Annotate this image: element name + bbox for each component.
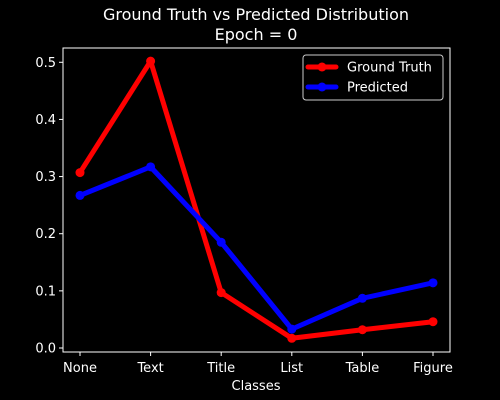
series-line-predicted [77,164,436,332]
x-axis-label: Classes [232,379,281,394]
legend-label-ground-truth: Ground Truth [347,61,432,76]
data-point-ground-truth [357,325,367,335]
y-tick-label: 0.0 [35,342,56,357]
y-tick-label: 0.2 [35,227,56,242]
x-tick-label: None [63,361,97,376]
x-tick-label: Figure [413,361,453,376]
x-tick-label: List [280,361,303,376]
series-layer [75,56,438,343]
data-point-predicted [146,162,156,172]
chart-title: Ground Truth vs Predicted Distribution [103,5,409,24]
x-axis-ticks: None Text Title List Table Figure [63,352,453,376]
data-point-predicted [216,237,226,247]
data-point-predicted [357,293,367,303]
data-point-predicted [287,324,297,334]
y-tick-label: 0.4 [35,113,56,128]
y-tick-label: 0.3 [35,170,56,185]
legend: Ground Truth Predicted [302,54,444,101]
series-line-ground-truth [77,58,436,341]
data-point-ground-truth [287,333,297,343]
data-point-ground-truth [75,168,85,178]
data-point-predicted [428,278,438,288]
x-tick-label: Table [345,361,380,376]
x-tick-label: Text [136,361,163,376]
data-point-ground-truth [216,288,226,298]
legend-marker-ground-truth [317,62,327,72]
data-point-predicted [75,190,85,200]
plot-frame [62,47,451,353]
data-point-ground-truth [146,56,156,66]
legend-label-predicted: Predicted [347,81,408,96]
x-tick-label: Title [206,361,235,376]
y-axis-ticks: 0.0 0.1 0.2 0.3 0.4 0.5 [35,56,63,357]
chart-subtitle: Epoch = 0 [215,25,298,44]
y-tick-label: 0.5 [35,56,56,71]
legend-marker-predicted [317,82,327,92]
data-point-ground-truth [428,317,438,327]
y-tick-label: 0.1 [35,284,56,299]
